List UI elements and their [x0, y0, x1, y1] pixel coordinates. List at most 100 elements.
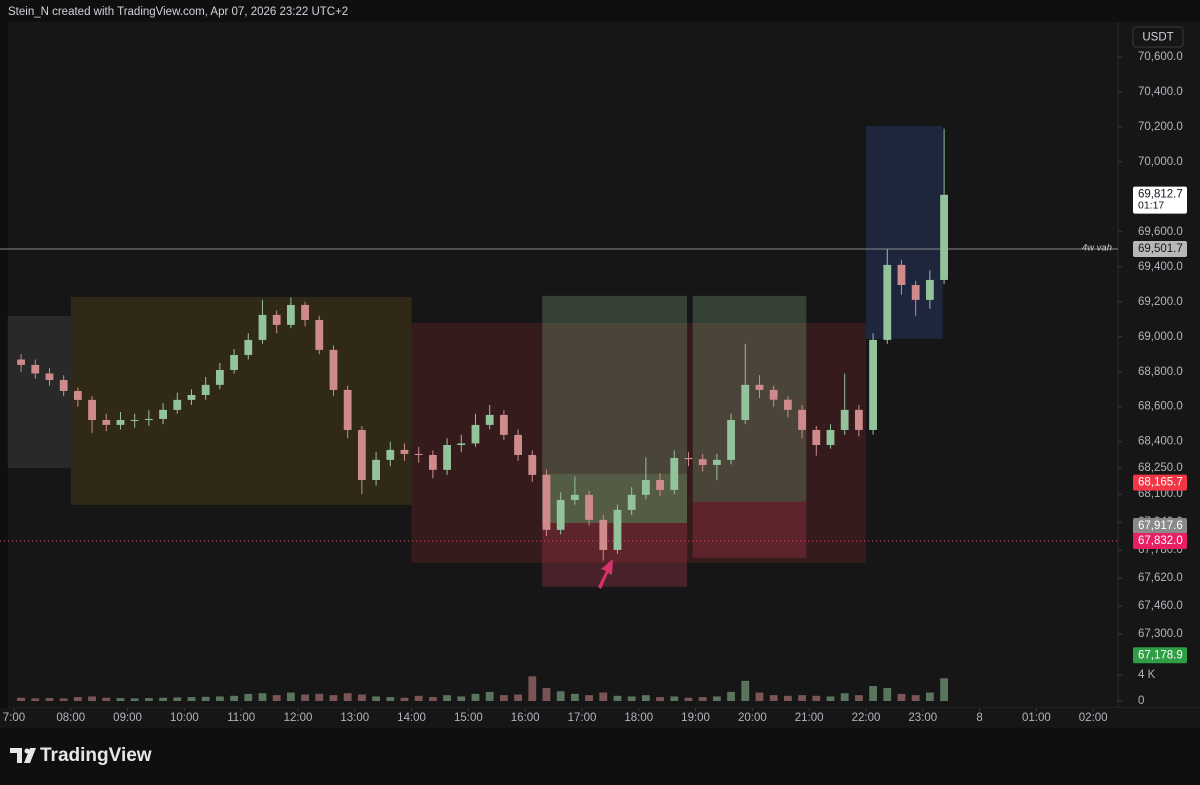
volume-bar — [869, 686, 877, 701]
volume — [17, 676, 948, 701]
volume-bar — [315, 693, 324, 701]
volume-bar — [769, 695, 778, 701]
candle-body — [556, 499, 565, 530]
volume-bar — [414, 695, 423, 701]
volume-bar — [301, 694, 309, 701]
y-tick-label: 69,600.0 — [1138, 226, 1183, 238]
candle-body — [130, 420, 139, 422]
candle-body — [173, 399, 182, 410]
volume-bar — [88, 696, 96, 701]
candle-body — [798, 409, 806, 430]
x-tick-label: 02:00 — [1079, 712, 1108, 724]
brand: TradingView — [40, 745, 152, 766]
zone — [692, 295, 807, 502]
volume-bar — [329, 695, 338, 701]
candle-body — [897, 264, 906, 286]
y-tick-label: 69,000.0 — [1138, 331, 1183, 343]
price-label: 67,178.9 — [1138, 649, 1183, 661]
x-tick-label: 8 — [976, 712, 982, 724]
time-axis — [0, 708, 1200, 728]
volume-bar — [215, 696, 224, 701]
candle-body — [854, 409, 863, 430]
candle-body — [514, 434, 522, 455]
candle-body — [528, 454, 537, 475]
candle-body — [201, 384, 210, 395]
volume-bar — [173, 697, 182, 701]
volume-bar — [812, 695, 821, 701]
volume-bar — [670, 696, 679, 701]
zone — [692, 501, 807, 558]
volume-bar — [400, 697, 409, 701]
volume-bar — [357, 694, 366, 701]
x-tick-label: 21:00 — [795, 712, 824, 724]
arrow-annotation — [598, 559, 613, 589]
price-label: 67,917.6 — [1138, 520, 1183, 532]
x-tick-label: 17:00 — [568, 712, 597, 724]
candle-body — [230, 354, 238, 370]
candle-body — [840, 409, 849, 430]
candle-body — [769, 389, 778, 400]
candle-body — [698, 459, 707, 465]
price-label-box — [1133, 647, 1187, 664]
volume-bar — [528, 676, 537, 701]
candle-body — [443, 445, 451, 470]
volume-bar — [45, 698, 54, 701]
header: Stein_N created with TradingView.com, Ap… — [8, 6, 348, 18]
y-tick-label: 68,250.0 — [1138, 462, 1183, 474]
volume-bar — [641, 695, 650, 701]
candle-body — [485, 414, 494, 425]
price-lines: 4w vah — [0, 243, 1118, 542]
price-axis — [1118, 22, 1200, 708]
zone — [865, 126, 943, 339]
price-label-box — [1133, 186, 1187, 214]
y-tick-label: 69,400.0 — [1138, 261, 1183, 273]
candle-body — [343, 389, 352, 430]
zone — [411, 322, 866, 563]
x-tick-label: 01:00 — [1022, 712, 1051, 724]
volume-bar — [286, 692, 295, 701]
x-tick-label: 18:00 — [624, 712, 653, 724]
candle-body — [712, 459, 721, 465]
candle-body — [73, 390, 82, 400]
x-tick-label: 12:00 — [284, 712, 313, 724]
candle-body — [215, 369, 224, 385]
candle-body — [159, 409, 167, 419]
axes: 70,600.0 70,400.0 70,200.0 70,000.0 69,600.0… — [3, 51, 1187, 724]
y-tick-label: 68,400.0 — [1138, 436, 1183, 448]
volume-bar — [499, 695, 508, 701]
volume-bar — [258, 693, 267, 701]
currency: USDT — [1142, 32, 1173, 44]
y-tick-label: 70,400.0 — [1138, 86, 1183, 98]
volume-bar — [911, 695, 920, 701]
volume-bar — [102, 697, 111, 701]
candle-body — [585, 494, 593, 520]
candle-body — [244, 339, 253, 355]
currency-box — [1132, 26, 1184, 48]
x-tick-label: 08:00 — [56, 712, 85, 724]
y-tick-label: 67,300.0 — [1138, 628, 1183, 640]
volume-bar — [73, 697, 82, 701]
candle-body — [542, 474, 551, 530]
volume-bar — [613, 695, 622, 701]
candle-body — [17, 359, 25, 365]
volume-bar — [386, 697, 395, 701]
countdown: 01:17 — [1138, 199, 1164, 211]
candle-body — [88, 399, 96, 421]
price-label: 69,812.7 — [1138, 189, 1183, 201]
volume-bar — [201, 696, 210, 701]
x-tick-label: 15:00 — [454, 712, 483, 724]
volume-bar — [457, 696, 466, 701]
zones — [7, 126, 943, 587]
volume-bar — [372, 696, 380, 701]
x-tick-label: 09:00 — [113, 712, 142, 724]
y-tick-label: 70,000.0 — [1138, 156, 1183, 168]
candle-body — [102, 420, 111, 425]
y-tick-label: 68,100.0 — [1138, 488, 1183, 500]
candle-body — [357, 429, 366, 480]
volume-bar — [783, 695, 792, 701]
candles — [17, 128, 948, 561]
line-note: 4w vah — [1082, 243, 1112, 254]
volume-bar — [17, 697, 25, 701]
